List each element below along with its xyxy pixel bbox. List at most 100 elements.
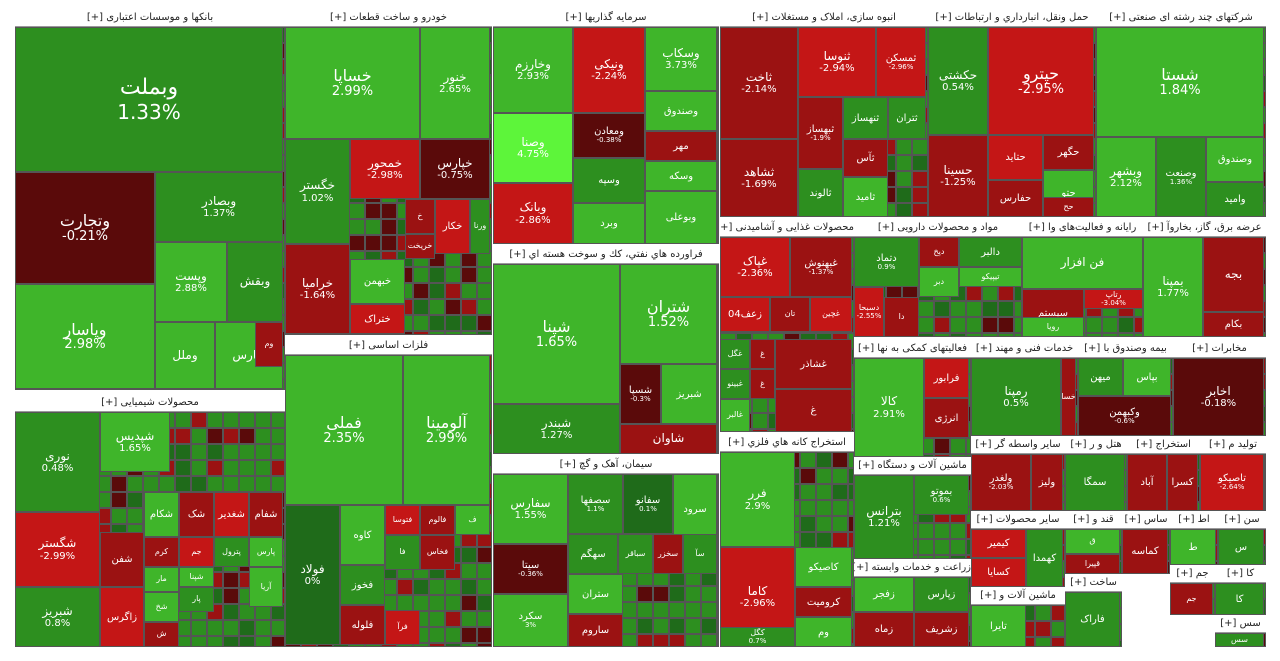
stock-tile[interactable]: خریخت [405, 234, 435, 259]
stock-tile[interactable]: کرم [144, 537, 179, 567]
stock-tile[interactable]: ثنوسا -2.94% [798, 27, 876, 97]
stock-tile[interactable]: ف [455, 505, 490, 535]
stock-tile[interactable]: وخارزم 2.93% [493, 27, 573, 113]
stock-tile[interactable]: خرامیا -1.64% [285, 244, 350, 334]
stock-tile[interactable]: شبریز [661, 364, 717, 424]
stock-tile[interactable]: سیتا -0.36% [493, 544, 568, 594]
stock-tile[interactable]: اخابر -0.18% [1173, 358, 1264, 436]
stock-tile[interactable]: کالا 2.91% [854, 358, 924, 457]
stock-tile[interactable]: وبصادر 1.37% [155, 172, 283, 242]
stock-tile[interactable]: س [1218, 529, 1264, 565]
sector-header[interactable]: سایر واسطه گر [+] [971, 436, 1065, 454]
stock-tile[interactable]: شفن [100, 532, 144, 587]
stock-tile[interactable]: دسبحا -2.55% [854, 287, 884, 337]
stock-tile[interactable]: خساپا 2.99% [285, 27, 420, 139]
stock-tile[interactable]: نوری 0.48% [15, 412, 100, 512]
stock-tile[interactable]: حفارس [988, 180, 1043, 217]
stock-tile[interactable]: غ [775, 389, 852, 432]
stock-tile[interactable]: وامید [1206, 182, 1264, 217]
stock-tile[interactable]: شبندر 1.27% [493, 404, 620, 454]
stock-tile[interactable]: زفجر [854, 577, 914, 612]
stock-tile[interactable]: خنور 2.65% [420, 27, 490, 139]
stock-tile[interactable]: غبهنوش -1.37% [790, 237, 852, 297]
stock-tile[interactable]: وم [255, 322, 283, 367]
stock-tile[interactable]: شپنا [179, 567, 214, 587]
stock-tile[interactable]: وپاسار 2.98% [15, 284, 155, 389]
sector-header[interactable]: شرکتهای چند رشته ای صنعتی [+] [1096, 9, 1266, 27]
sector-header[interactable]: سیمان، آهک و گچ [+] [493, 456, 719, 474]
stock-tile[interactable]: خ [405, 199, 435, 234]
stock-tile[interactable]: دا [884, 297, 919, 337]
stock-tile[interactable]: خپارس -0.75% [420, 139, 490, 199]
sector-header[interactable]: ماشین آلات و [+] [971, 587, 1065, 605]
stock-tile[interactable]: کماسه [1122, 529, 1168, 574]
stock-tile[interactable]: کسایا [971, 558, 1026, 587]
sector-header[interactable]: اط [+] [1170, 511, 1218, 529]
stock-tile[interactable]: ونیکی -2.24% [573, 27, 645, 113]
stock-tile[interactable]: دتماد 0.9% [854, 237, 919, 287]
stock-tile[interactable]: سصفها 1.1% [568, 474, 623, 534]
stock-tile[interactable]: دالبر [959, 237, 1022, 267]
stock-tile[interactable]: ولغدر -2.03% [971, 454, 1031, 511]
stock-tile[interactable]: قپیرا [1065, 554, 1120, 574]
stock-tile[interactable]: حپترو -2.95% [988, 27, 1094, 135]
sector-header[interactable]: ساس [+] [1122, 511, 1170, 529]
stock-tile[interactable]: وملل [155, 322, 215, 389]
stock-tile[interactable]: کا [1215, 583, 1264, 615]
stock-tile[interactable]: تیپیکو [959, 267, 1022, 287]
stock-tile[interactable]: شخ [144, 592, 179, 622]
stock-tile[interactable]: بمپنا 1.77% [1143, 237, 1203, 337]
stock-tile[interactable]: شغدیر [214, 492, 249, 537]
stock-tile[interactable]: شپدیس 1.65% [100, 412, 170, 472]
stock-tile[interactable]: کگل 0.7% [720, 627, 795, 647]
stock-tile[interactable]: شفام [249, 492, 283, 537]
stock-tile[interactable]: ورنا [470, 199, 490, 254]
stock-tile[interactable]: پار [179, 587, 214, 612]
sector-header[interactable]: ماشین آلات و دستگاه [+] [854, 457, 971, 475]
stock-tile[interactable]: آریا [249, 567, 283, 607]
sector-header[interactable]: سایر محصولات [+] [971, 511, 1065, 529]
stock-tile[interactable]: مهر [645, 131, 717, 161]
sector-header[interactable]: محصولات شیمیایی [+] [15, 394, 285, 412]
stock-tile[interactable]: ختراک [350, 304, 405, 334]
stock-tile[interactable]: شکام [144, 492, 179, 537]
sector-header[interactable]: بانکها و موسسات اعتباری [+] [15, 9, 285, 27]
stock-tile[interactable]: ثآس [843, 139, 888, 177]
sector-header[interactable]: عرضه برق، گاز، بخاروآ [+] [1143, 219, 1266, 237]
stock-tile[interactable]: وبرد [573, 203, 645, 244]
stock-tile[interactable]: پترول [214, 537, 249, 567]
stock-tile[interactable]: شاوان [620, 424, 717, 454]
stock-tile[interactable]: وصندوق [645, 91, 717, 131]
stock-tile[interactable]: وم [795, 617, 852, 647]
stock-tile[interactable]: غچین [810, 297, 852, 332]
stock-tile[interactable]: ثشاهد -1.69% [720, 139, 798, 217]
stock-tile[interactable]: بپاس [1123, 358, 1171, 396]
sector-header[interactable]: فراورده هاي نفتي، كك و سوخت هسته اي [+] [493, 246, 719, 264]
sector-header[interactable]: هتل و ر [+] [1065, 436, 1127, 454]
stock-tile[interactable]: زعف04 [720, 297, 770, 332]
stock-tile[interactable]: حکشتی 0.54% [928, 27, 988, 135]
stock-tile[interactable]: وبشهر 2.12% [1096, 137, 1156, 217]
stock-tile[interactable]: تایرا [971, 605, 1026, 647]
stock-tile[interactable]: فن افزار [1022, 237, 1143, 289]
stock-tile[interactable]: شبریز 0.8% [15, 587, 100, 647]
sector-header[interactable]: استخراج [+] [1127, 436, 1200, 454]
sector-header[interactable]: رایانه و فعالیت‌های وا [+] [1022, 219, 1143, 237]
stock-tile[interactable]: شگستر -2.99% [15, 512, 100, 587]
stock-tile[interactable]: ومعادن -0.38% [573, 113, 645, 158]
stock-tile[interactable]: سفانو 0.1% [623, 474, 673, 534]
stock-tile[interactable]: غشاذر [775, 339, 852, 389]
stock-tile[interactable]: غ [750, 339, 775, 369]
stock-tile[interactable]: کسرا [1167, 454, 1198, 511]
stock-tile[interactable]: فرابور [924, 358, 969, 398]
stock-tile[interactable]: فتوسا [385, 505, 420, 535]
sector-header[interactable]: فلزات اساسی [+] [285, 337, 492, 355]
stock-tile[interactable]: شک [179, 492, 214, 537]
stock-tile[interactable]: آباد [1127, 454, 1167, 511]
stock-tile[interactable]: وکبهمن -0.6% [1078, 396, 1171, 436]
stock-tile[interactable]: جم [179, 537, 214, 567]
stock-tile[interactable]: فولاد 0% [285, 505, 340, 645]
sector-header[interactable]: ساخت [+] [1065, 574, 1122, 592]
sector-header[interactable]: زراعت و خدمات وابسته [+] [854, 559, 971, 577]
sector-header[interactable]: سن [+] [1218, 511, 1266, 529]
